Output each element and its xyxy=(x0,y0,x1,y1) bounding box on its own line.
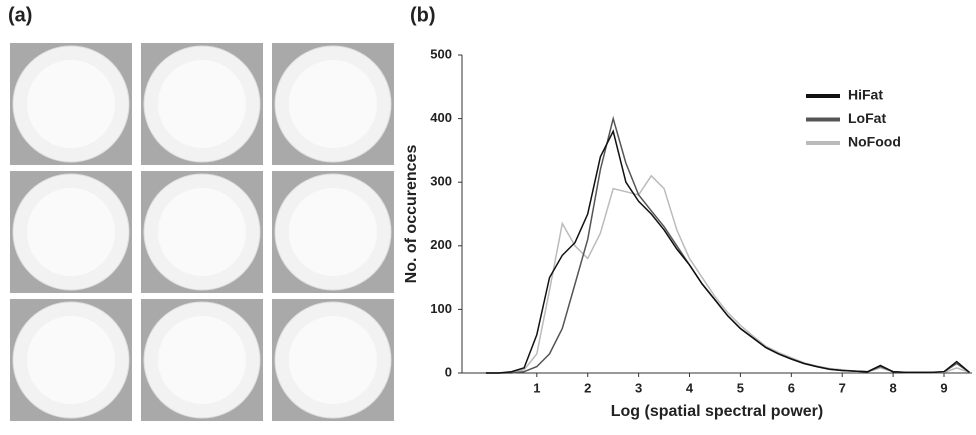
y-tick-label: 400 xyxy=(430,110,452,125)
x-tick-label: 8 xyxy=(889,380,896,395)
x-tick-label: 3 xyxy=(635,380,642,395)
plate-inner xyxy=(289,60,377,148)
plate-inner xyxy=(158,316,246,404)
plate-inner xyxy=(27,316,115,404)
plate-inner xyxy=(289,316,377,404)
y-axis-label: No. of occurences xyxy=(403,145,420,284)
y-tick-label: 0 xyxy=(445,364,452,379)
y-tick-label: 200 xyxy=(430,237,452,252)
plate-inner xyxy=(158,188,246,276)
panel-label: (a) xyxy=(8,4,32,26)
x-axis-label: Log (spatial spectral power) xyxy=(611,403,823,420)
x-tick-label: 2 xyxy=(584,380,591,395)
plate-inner xyxy=(27,60,115,148)
x-tick-label: 4 xyxy=(686,380,694,395)
x-tick-label: 6 xyxy=(788,380,795,395)
x-tick-label: 7 xyxy=(839,380,846,395)
panel-label: (b) xyxy=(410,4,436,26)
y-tick-label: 500 xyxy=(430,46,452,61)
x-tick-label: 1 xyxy=(533,380,540,395)
plate-inner xyxy=(27,188,115,276)
x-tick-label: 9 xyxy=(940,380,947,395)
x-tick-label: 5 xyxy=(737,380,744,395)
legend-label: HiFat xyxy=(848,87,883,103)
y-tick-label: 300 xyxy=(430,174,452,189)
legend-label: LoFat xyxy=(848,110,886,126)
plate-inner xyxy=(158,60,246,148)
y-tick-label: 100 xyxy=(430,301,452,316)
data-line xyxy=(485,129,970,374)
photo-grid xyxy=(10,43,394,421)
data-line xyxy=(485,174,970,374)
legend-label: NoFood xyxy=(848,134,901,150)
plate-inner xyxy=(289,188,377,276)
